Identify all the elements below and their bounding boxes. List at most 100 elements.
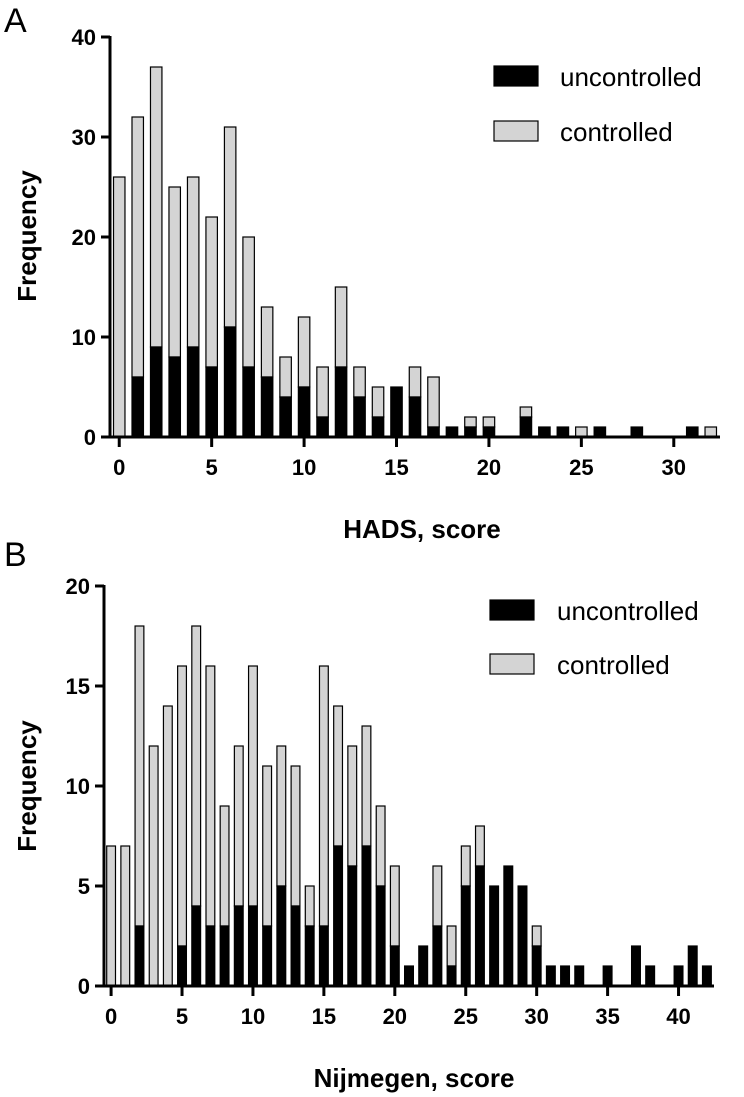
panel-b-bar-uncontrolled-22	[418, 945, 429, 987]
panel-b-x-tick-label-10: 10	[241, 1004, 265, 1029]
panel-b-bar-uncontrolled-21	[404, 965, 414, 987]
panel-b-bar-controlled-3	[148, 745, 159, 987]
panel-b-bar-uncontrolled-20	[389, 945, 400, 987]
panel-a-bar-uncontrolled-1	[131, 376, 145, 438]
panel-b-bar-controlled-30	[531, 925, 542, 947]
panel-b-bar-uncontrolled-8	[219, 925, 230, 987]
panel-a-bar-uncontrolled-13	[353, 396, 366, 438]
panel-a-bar-controlled-16	[408, 366, 422, 398]
panel-a-y-tick-label-40: 40	[72, 25, 96, 50]
panel-b-x-tick-label-25: 25	[454, 1004, 478, 1029]
panel-b-bar-uncontrolled-18	[361, 845, 372, 987]
panel-a-bar-uncontrolled-14	[371, 416, 385, 438]
panel-b-bar-controlled-11	[262, 765, 273, 927]
panel-b-bar-uncontrolled-12	[276, 885, 287, 987]
panel-a-bar-controlled-2	[149, 66, 163, 348]
panel-b-x-tick-label-40: 40	[666, 1004, 690, 1029]
panel-a-bar-controlled-22	[519, 406, 533, 418]
panel-b-bar-uncontrolled-32	[560, 965, 571, 987]
panel-b-bar-controlled-1	[120, 845, 131, 987]
panel-b-y-tick-label-20: 20	[66, 574, 90, 599]
panel-b-bar-uncontrolled-10	[247, 905, 258, 987]
panel-a-bar-uncontrolled-11	[316, 416, 329, 438]
panel-b-x-axis-title: Nijmegen, score	[314, 1063, 515, 1093]
panel-b-y-tick-label-10: 10	[66, 774, 90, 799]
panel-b-x-tick-label-20: 20	[383, 1004, 407, 1029]
panel-a-x-tick-label-20: 20	[477, 455, 501, 480]
panel-a-legend: uncontrolled controlled	[493, 62, 702, 147]
panel-a-bar-controlled-7	[242, 236, 255, 368]
panel-b-legend-controlled-label: controlled	[557, 650, 670, 680]
panel-b-legend-uncontrolled-label: uncontrolled	[557, 596, 699, 626]
panel-b-bar-uncontrolled-2	[134, 925, 145, 987]
panel-a-bar-controlled-6	[223, 126, 237, 328]
panel-b-bar-uncontrolled-35	[602, 965, 613, 987]
panel-b-bar-uncontrolled-26	[474, 865, 485, 987]
panel-b-bar-uncontrolled-25	[460, 885, 471, 987]
panel-b-x-tick-label-15: 15	[312, 1004, 336, 1029]
panel-a-x-tick-label-30: 30	[662, 455, 686, 480]
panel-a-bar-controlled-1	[131, 116, 145, 378]
panel-b-y-tick-label-5: 5	[78, 874, 90, 899]
panel-a-x-tick-label-10: 10	[292, 455, 316, 480]
panel-a-y-tick-label-10: 10	[72, 325, 96, 350]
panel-b-bar-uncontrolled-42	[701, 965, 712, 987]
panel-a-bar-uncontrolled-7	[242, 366, 255, 438]
panel-b-bar-controlled-24	[446, 925, 457, 967]
panel-b-bar-uncontrolled-30	[531, 945, 542, 987]
panel-b-bar-controlled-13	[290, 765, 301, 907]
panel-a-bar-controlled-9	[279, 356, 292, 398]
panel-a-y-tick-label-30: 30	[72, 125, 96, 150]
panel-a-y-axis-title: Frequency	[12, 170, 42, 302]
panel-a-bar-uncontrolled-5	[205, 366, 218, 438]
panel-a-bar-uncontrolled-10	[297, 386, 311, 438]
panel-a-bar-controlled-13	[353, 366, 366, 398]
panel-a-bar-uncontrolled-9	[279, 396, 292, 438]
panel-b-bar-controlled-12	[276, 745, 287, 887]
panel-b-y-tick-label-15: 15	[66, 674, 90, 699]
panel-b-bar-uncontrolled-29	[517, 885, 528, 987]
panel-a-legend-controlled-swatch	[493, 120, 539, 142]
panel-b-bar-uncontrolled-17	[347, 865, 358, 987]
panel-b-letter: B	[4, 536, 27, 574]
panel-b-bar-controlled-16	[333, 705, 344, 847]
panel-a-bar-uncontrolled-3	[168, 356, 182, 438]
panel-b-bar-controlled-25	[460, 845, 471, 887]
panel-b-bar-controlled-15	[318, 665, 329, 927]
panel-a-bar-uncontrolled-16	[408, 396, 422, 438]
panel-b-legend-controlled-swatch	[489, 653, 535, 675]
panel-b-bar-controlled-19	[375, 805, 386, 887]
panel-a-bars	[112, 66, 718, 438]
panel-b-bar-uncontrolled-9	[233, 905, 244, 987]
panel-b-bar-uncontrolled-27	[489, 885, 500, 987]
panel-b-bar-uncontrolled-23	[432, 925, 443, 987]
panel-b-bars	[106, 625, 712, 987]
panel-a-bar-uncontrolled-8	[260, 376, 274, 438]
panel-b-legend: uncontrolled controlled	[489, 596, 699, 680]
panel-b-bar-controlled-10	[247, 665, 258, 907]
panel-a-bar-controlled-5	[205, 216, 218, 368]
panel-a-bar-controlled-3	[168, 186, 182, 358]
panel-b-bar-uncontrolled-41	[687, 945, 698, 987]
panel-a-x-tick-label-25: 25	[569, 455, 593, 480]
panel-b-bar-uncontrolled-7	[205, 925, 216, 987]
panel-a-bar-controlled-0	[112, 176, 126, 438]
panel-a-bar-uncontrolled-6	[223, 326, 237, 438]
panel-a-bar-controlled-20	[482, 416, 496, 428]
panel-a-bar-controlled-14	[371, 386, 385, 418]
panel-a-axes: 0 10 20 30 40 0 5 10 15 20 25 30	[72, 25, 720, 480]
panel-a-x-tick-label-15: 15	[384, 455, 408, 480]
panel-a-bar-uncontrolled-15	[390, 386, 403, 438]
panel-a-bar-uncontrolled-22	[519, 416, 533, 438]
panel-b-bar-controlled-26	[474, 825, 485, 867]
panel-a-letter: A	[4, 2, 27, 40]
panel-b-legend-uncontrolled-swatch	[489, 599, 535, 621]
panel-a-bar-controlled-10	[297, 316, 311, 388]
panel-b-x-tick-label-0: 0	[105, 1004, 117, 1029]
panel-a-x-axis-title: HADS, score	[343, 514, 501, 544]
panel-a-bar-controlled-19	[464, 416, 477, 428]
panel-b-bar-uncontrolled-28	[503, 865, 514, 987]
panel-a-bar-controlled-11	[316, 366, 329, 418]
panel-a-x-tick-label-5: 5	[206, 455, 218, 480]
